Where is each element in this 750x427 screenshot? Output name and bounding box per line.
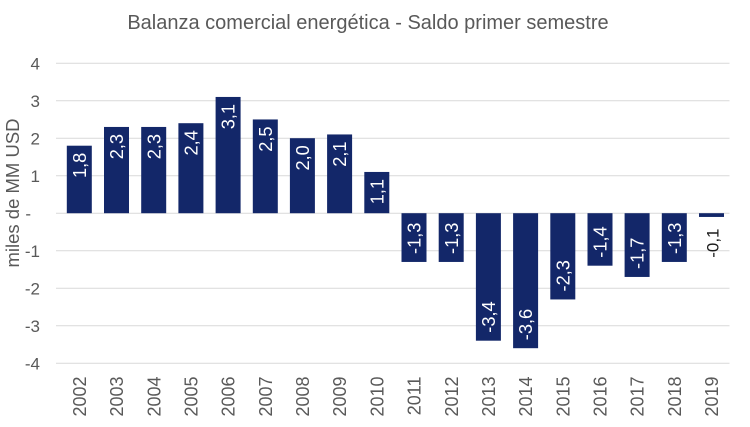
svg-text:3,1: 3,1 bbox=[219, 104, 239, 129]
svg-text:2017: 2017 bbox=[628, 377, 648, 417]
svg-text:2,5: 2,5 bbox=[256, 126, 276, 151]
svg-text:2006: 2006 bbox=[219, 377, 239, 417]
svg-text:2,3: 2,3 bbox=[144, 134, 164, 159]
svg-text:2,4: 2,4 bbox=[182, 130, 202, 155]
svg-text:2003: 2003 bbox=[107, 377, 127, 417]
svg-text:-1,4: -1,4 bbox=[591, 226, 611, 257]
svg-text:-1,3: -1,3 bbox=[405, 223, 425, 254]
svg-text:-1,7: -1,7 bbox=[628, 238, 648, 269]
svg-text:-3,4: -3,4 bbox=[479, 301, 499, 332]
svg-text:2008: 2008 bbox=[293, 377, 313, 417]
svg-text:2,3: 2,3 bbox=[107, 134, 127, 159]
svg-text:2013: 2013 bbox=[479, 377, 499, 417]
svg-text:2004: 2004 bbox=[144, 377, 164, 417]
svg-text:2: 2 bbox=[31, 129, 40, 148]
svg-text:-2: -2 bbox=[25, 279, 40, 298]
svg-text:-: - bbox=[25, 204, 31, 223]
svg-text:-4: -4 bbox=[25, 354, 40, 373]
svg-text:miles de MM USD: miles de MM USD bbox=[2, 118, 23, 267]
svg-text:-1: -1 bbox=[25, 242, 40, 261]
svg-text:2019: 2019 bbox=[702, 377, 722, 417]
svg-text:2012: 2012 bbox=[442, 377, 462, 417]
svg-text:2005: 2005 bbox=[182, 377, 202, 417]
svg-text:1: 1 bbox=[31, 167, 40, 186]
svg-text:2009: 2009 bbox=[330, 377, 350, 417]
svg-text:-3: -3 bbox=[25, 317, 40, 336]
svg-text:-1,3: -1,3 bbox=[665, 223, 685, 254]
svg-text:2016: 2016 bbox=[591, 377, 611, 417]
svg-text:4: 4 bbox=[31, 54, 40, 73]
svg-text:-1,3: -1,3 bbox=[442, 223, 462, 254]
svg-text:-2,3: -2,3 bbox=[553, 260, 573, 291]
svg-text:2,1: 2,1 bbox=[330, 141, 350, 166]
svg-text:2010: 2010 bbox=[367, 377, 387, 417]
svg-text:2015: 2015 bbox=[553, 377, 573, 417]
svg-text:2007: 2007 bbox=[256, 377, 276, 417]
svg-text:2011: 2011 bbox=[405, 377, 425, 416]
svg-text:2014: 2014 bbox=[516, 377, 536, 417]
svg-text:Balanza comercial energética -: Balanza comercial energética - Saldo pri… bbox=[127, 12, 608, 34]
svg-text:1,8: 1,8 bbox=[70, 153, 90, 178]
svg-text:-3,6: -3,6 bbox=[516, 309, 536, 340]
svg-text:1,1: 1,1 bbox=[367, 179, 387, 204]
svg-text:2018: 2018 bbox=[665, 377, 685, 417]
svg-text:2,0: 2,0 bbox=[293, 145, 313, 170]
svg-text:3: 3 bbox=[31, 92, 40, 111]
svg-text:2002: 2002 bbox=[70, 377, 90, 417]
svg-text:-0,1: -0,1 bbox=[703, 229, 722, 258]
